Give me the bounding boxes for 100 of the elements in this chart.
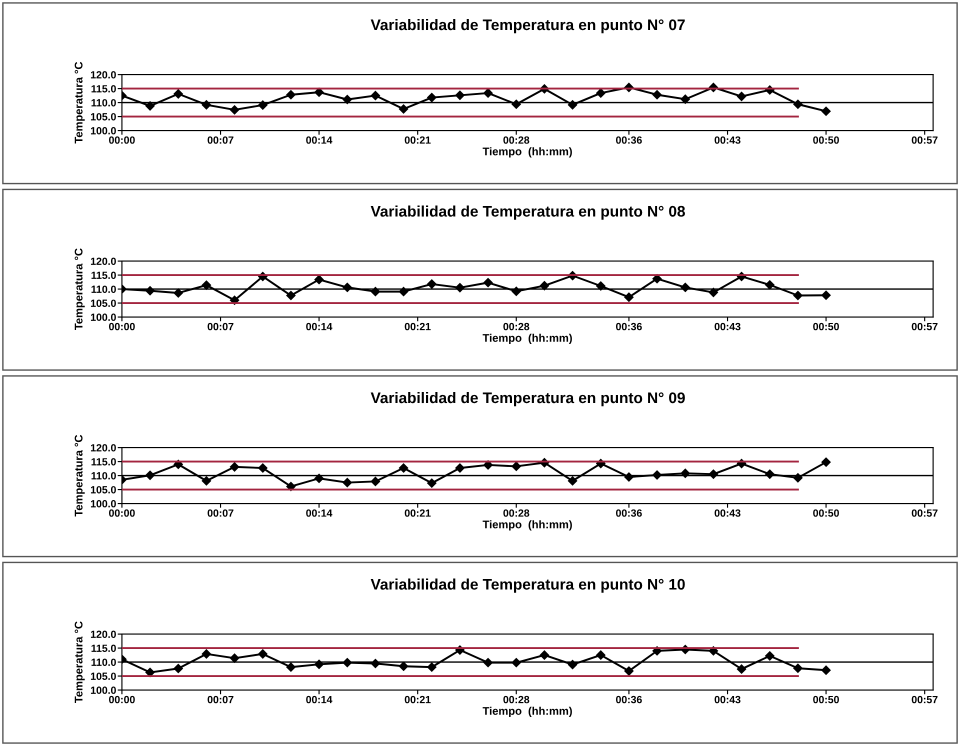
y-tick-label: 120.0 — [90, 71, 116, 78]
x-tick-label: 00:14 — [306, 509, 332, 517]
x-tick-label: 00:00 — [109, 136, 135, 144]
point — [793, 290, 803, 300]
y-tick-label: 110.0 — [92, 658, 116, 666]
point — [821, 106, 831, 116]
y-tick-label: 105.0 — [90, 300, 116, 307]
point — [202, 280, 212, 290]
x-tick-label: 00:50 — [813, 136, 839, 144]
x-tick-label: 00:36 — [616, 509, 642, 517]
point — [512, 286, 521, 296]
y-tick-label: 115.0 — [92, 272, 116, 279]
point — [286, 290, 296, 300]
point — [793, 664, 803, 673]
x-tick-label: 00:14 — [306, 696, 332, 704]
point — [174, 89, 183, 99]
point — [427, 478, 436, 488]
point — [568, 660, 578, 670]
x-tick-label: 00:14 — [306, 322, 332, 330]
point — [483, 658, 493, 668]
y-axis-title: Temperatura °C — [74, 248, 85, 330]
x-tick-label: 00:07 — [208, 509, 234, 517]
point — [624, 666, 634, 676]
point — [596, 281, 606, 291]
y-tick-label: 115.0 — [92, 458, 116, 466]
point — [512, 100, 521, 109]
point — [230, 654, 240, 663]
point — [765, 280, 774, 290]
point — [652, 470, 662, 480]
x-tick-label: 00:00 — [109, 509, 135, 517]
point — [202, 100, 212, 110]
y-tick-label: 105.0 — [90, 486, 116, 494]
point — [793, 473, 803, 482]
point — [370, 658, 380, 668]
point — [540, 281, 550, 290]
point — [258, 100, 268, 110]
point — [230, 462, 240, 472]
point — [314, 88, 324, 97]
y-tick-label: 115.0 — [92, 644, 116, 652]
point — [765, 470, 774, 479]
point — [455, 90, 465, 100]
x-tick-label: 00:28 — [503, 322, 530, 330]
point — [568, 476, 578, 486]
point — [174, 288, 183, 298]
chart-title: Variabilidad de Temperatura en punto N° 08 — [370, 205, 685, 220]
y-tick-label: 100.0 — [90, 127, 116, 134]
point — [258, 649, 268, 659]
point — [736, 664, 746, 674]
x-tick-label: 00:43 — [714, 136, 740, 144]
point — [680, 94, 690, 104]
point — [736, 92, 746, 102]
point — [398, 662, 408, 671]
y-tick-label: 105.0 — [90, 672, 116, 680]
y-tick-label: 115.0 — [92, 85, 116, 92]
x-tick-label: 00:07 — [208, 322, 234, 330]
y-axis-title: Temperatura °C — [74, 434, 85, 516]
point — [398, 104, 408, 114]
x-tick-label: 00:21 — [404, 136, 431, 144]
x-tick-label: 00:57 — [912, 509, 938, 517]
x-tick-label: 00:28 — [503, 136, 530, 144]
y-tick-label: 120.0 — [90, 630, 116, 638]
point — [427, 92, 436, 102]
point — [821, 290, 831, 300]
point — [314, 274, 324, 284]
x-tick-label: 00:21 — [404, 322, 431, 330]
point — [342, 282, 352, 292]
x-tick-label: 00:00 — [109, 322, 135, 330]
x-tick-label: 00:14 — [306, 136, 332, 144]
point — [370, 90, 380, 100]
point — [652, 90, 662, 100]
point — [483, 278, 493, 288]
y-axis-title: Temperatura °C — [74, 621, 85, 703]
x-tick-label: 00:57 — [912, 136, 938, 144]
x-axis-title: Tiempo (hh:mm) — [482, 334, 572, 344]
point — [202, 476, 212, 486]
point — [821, 666, 831, 675]
point — [145, 668, 155, 678]
point — [202, 649, 212, 659]
point — [342, 478, 352, 488]
point — [174, 664, 183, 674]
point — [512, 658, 521, 668]
point — [230, 105, 240, 114]
x-tick-label: 00:36 — [616, 136, 642, 144]
x-tick-label: 00:21 — [404, 696, 431, 704]
point — [145, 101, 155, 111]
x-tick-label: 00:57 — [912, 322, 938, 330]
point — [624, 472, 634, 482]
point — [708, 288, 718, 298]
point — [314, 660, 324, 669]
point — [680, 468, 690, 478]
point — [624, 292, 634, 302]
point — [568, 100, 578, 110]
point — [455, 463, 465, 473]
x-tick-label: 00:43 — [714, 322, 740, 330]
chart-title: Variabilidad de Temperatura en punto N° 10 — [370, 578, 685, 593]
x-tick-label: 00:21 — [404, 509, 431, 517]
point — [398, 463, 408, 473]
point — [680, 282, 690, 292]
point — [286, 662, 296, 672]
x-tick-label: 00:28 — [503, 509, 530, 517]
